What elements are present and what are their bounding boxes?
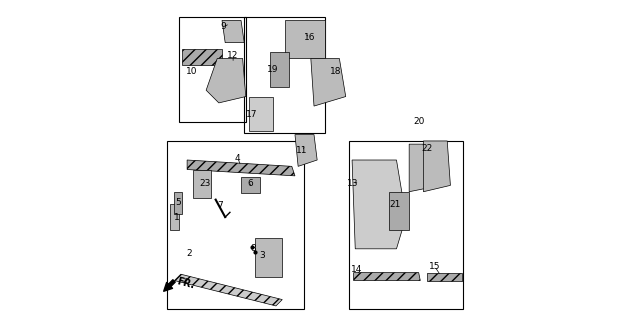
Bar [179, 17, 246, 122]
Polygon shape [269, 52, 289, 87]
Text: 9: 9 [220, 22, 227, 31]
Text: 10: 10 [185, 67, 197, 76]
Text: 13: 13 [347, 179, 359, 188]
Polygon shape [352, 160, 406, 249]
Bar [244, 17, 325, 133]
Text: FR.: FR. [176, 276, 196, 291]
Polygon shape [241, 178, 260, 193]
Bar [349, 141, 463, 309]
Text: 6: 6 [247, 179, 253, 188]
Polygon shape [222, 20, 244, 43]
Polygon shape [409, 144, 441, 192]
Polygon shape [295, 135, 317, 166]
Text: 1: 1 [174, 212, 180, 222]
Text: 18: 18 [330, 67, 341, 76]
Text: 12: 12 [227, 51, 239, 60]
Text: 16: 16 [304, 33, 316, 42]
Polygon shape [311, 59, 346, 106]
Text: 3: 3 [259, 251, 264, 260]
Text: 11: 11 [296, 146, 307, 155]
Polygon shape [170, 204, 179, 230]
Text: 8: 8 [251, 244, 257, 253]
Text: 22: 22 [421, 144, 432, 153]
Text: 17: 17 [246, 109, 258, 118]
Text: 21: 21 [389, 200, 401, 209]
Text: 2: 2 [186, 249, 192, 258]
Polygon shape [174, 192, 182, 214]
Polygon shape [423, 141, 450, 192]
Polygon shape [249, 97, 273, 132]
Polygon shape [354, 273, 420, 281]
Text: 20: 20 [413, 117, 425, 126]
Polygon shape [187, 160, 295, 176]
Text: 7: 7 [217, 202, 224, 211]
Polygon shape [175, 274, 282, 306]
Polygon shape [426, 273, 462, 281]
Polygon shape [193, 170, 211, 198]
Polygon shape [389, 192, 409, 230]
Text: 23: 23 [199, 179, 210, 188]
Text: 5: 5 [175, 198, 181, 207]
Polygon shape [286, 20, 325, 59]
Bar [168, 141, 305, 309]
Text: 15: 15 [429, 262, 440, 271]
Text: 19: 19 [267, 65, 278, 74]
Polygon shape [256, 238, 282, 277]
Text: 4: 4 [235, 154, 241, 163]
Polygon shape [182, 49, 222, 65]
Text: 14: 14 [351, 265, 362, 274]
Polygon shape [206, 59, 246, 103]
